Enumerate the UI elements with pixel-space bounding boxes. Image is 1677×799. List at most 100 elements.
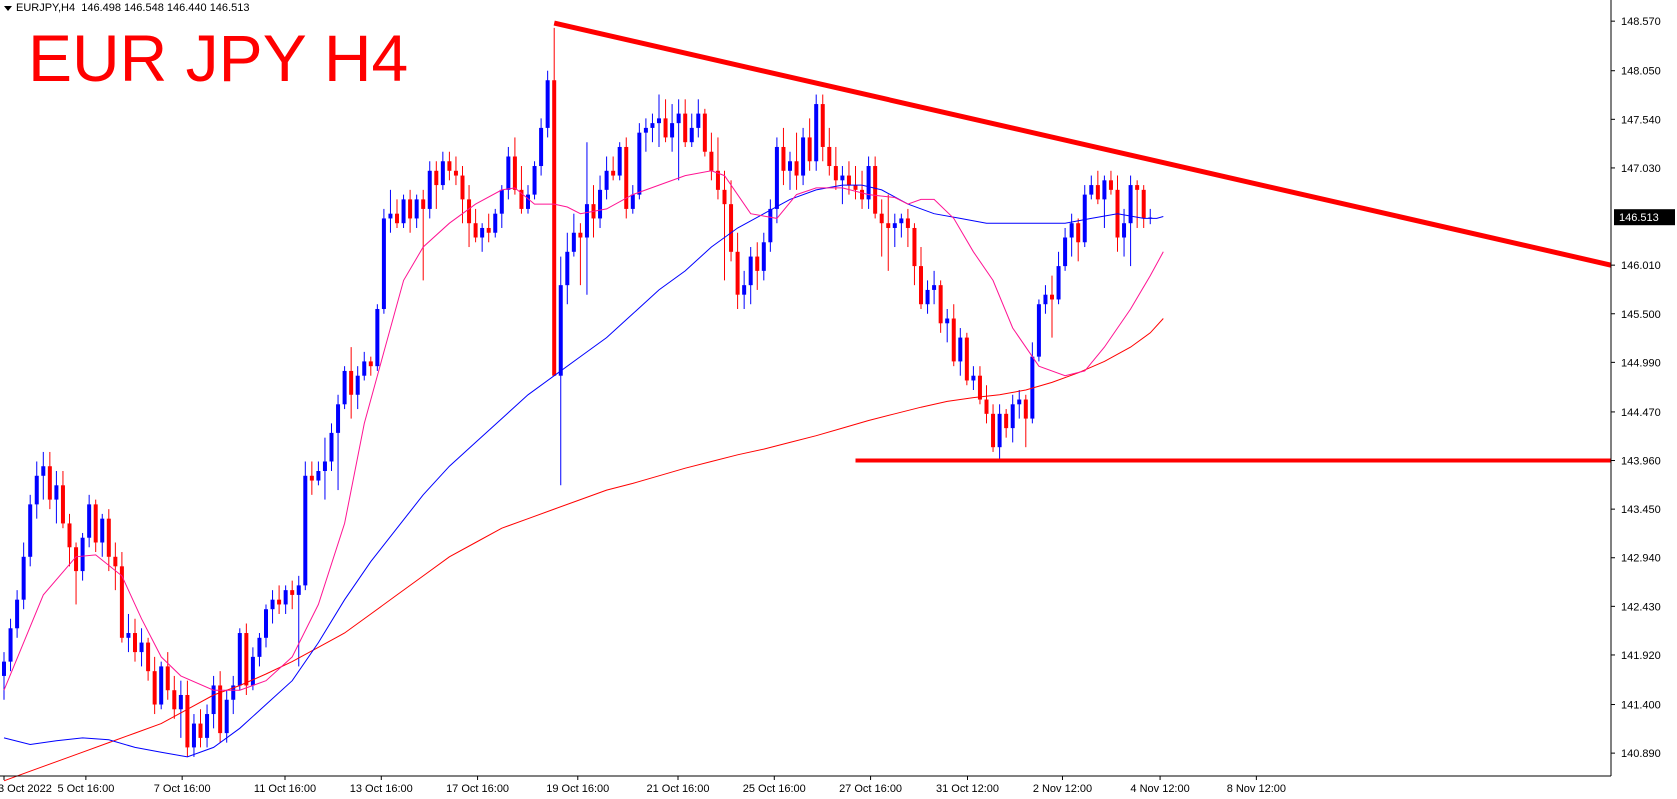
- y-tick-label: 141.920: [1621, 650, 1661, 662]
- candle-body: [198, 723, 203, 738]
- candle-body: [1056, 266, 1061, 300]
- candle-body: [165, 666, 170, 691]
- candle-body: [768, 208, 773, 243]
- candle-body: [729, 204, 734, 252]
- candle-body: [545, 80, 550, 128]
- candle-body: [421, 199, 426, 209]
- candle-body: [761, 242, 766, 271]
- candle-body: [47, 466, 52, 500]
- candle-body: [1128, 185, 1133, 224]
- candle-body: [984, 399, 989, 414]
- candle-body: [604, 170, 609, 190]
- candle-body: [349, 370, 354, 395]
- candle-body: [87, 504, 92, 538]
- candle-body: [709, 151, 714, 171]
- candle-body: [244, 633, 249, 686]
- candle-body: [1017, 399, 1022, 405]
- candle-body: [951, 318, 956, 362]
- candle-body: [814, 104, 819, 162]
- candle-body: [1089, 185, 1094, 195]
- y-tick-label: 141.400: [1621, 700, 1661, 712]
- ma-fast-line: [3, 170, 1164, 691]
- x-tick-label: 25 Oct 16:00: [743, 783, 806, 795]
- candle-body: [93, 504, 98, 543]
- candle-body: [401, 199, 406, 224]
- candle-body: [742, 285, 747, 295]
- candle-body: [945, 318, 950, 324]
- candle-body: [853, 185, 858, 190]
- candle-body: [74, 547, 79, 572]
- candle-body: [879, 213, 884, 224]
- x-tick-label: 17 Oct 16:00: [446, 783, 509, 795]
- candle-body: [971, 375, 976, 381]
- candle-body: [676, 113, 681, 124]
- candle-body: [899, 218, 904, 224]
- candle-body: [584, 204, 589, 238]
- x-tick-label: 3 Oct 2022: [0, 783, 52, 795]
- x-tick-label: 19 Oct 16:00: [546, 783, 609, 795]
- y-tick-label: 142.940: [1621, 553, 1661, 565]
- candle-body: [427, 170, 432, 209]
- y-tick-label: 147.030: [1621, 163, 1661, 175]
- ma-mid-line: [3, 184, 1164, 758]
- candle-body: [1036, 304, 1041, 357]
- candle-body: [558, 285, 563, 376]
- candle-body: [637, 132, 642, 195]
- candle-body: [2, 661, 6, 676]
- candle-body: [964, 337, 969, 381]
- candle-body: [67, 523, 72, 548]
- candle-body: [303, 475, 308, 586]
- candle-body: [296, 585, 301, 595]
- moving-averages-layer: [3, 170, 1164, 782]
- candle-body: [493, 213, 498, 233]
- x-tick-label: 31 Oct 12:00: [936, 783, 999, 795]
- candle-body: [486, 227, 491, 233]
- candle-body: [670, 123, 675, 138]
- candle-body: [250, 656, 255, 686]
- chart-header: EURJPY,H4 146.498 146.548 146.440 146.51…: [4, 2, 249, 14]
- candle-body: [480, 227, 485, 238]
- candle-body: [539, 127, 544, 167]
- candle-body: [152, 671, 157, 705]
- candle-body: [827, 146, 832, 167]
- candle-body: [172, 690, 177, 710]
- candle-body: [892, 223, 897, 228]
- candle-body: [381, 218, 386, 309]
- candle-body: [997, 413, 1002, 448]
- y-tick-label: 148.570: [1621, 16, 1661, 28]
- candle-body: [932, 285, 937, 290]
- dropdown-arrow-icon[interactable]: [4, 5, 12, 11]
- candle-body: [715, 170, 720, 190]
- candle-body: [139, 642, 144, 653]
- candle-body: [185, 694, 190, 748]
- x-tick-label: 21 Oct 16:00: [646, 783, 709, 795]
- candle-body: [231, 685, 236, 700]
- candle-body: [447, 161, 452, 171]
- candle-body: [1122, 223, 1127, 238]
- candle-body: [1135, 185, 1140, 190]
- candle-body: [801, 137, 806, 176]
- x-tick-label: 4 Nov 12:00: [1130, 783, 1189, 795]
- candle-body: [119, 566, 124, 638]
- candle-body: [526, 194, 530, 209]
- candle-body: [1076, 223, 1081, 243]
- candle-body: [191, 723, 196, 748]
- candle-body: [905, 218, 910, 228]
- candle-body: [388, 213, 393, 219]
- candle-body: [224, 699, 229, 734]
- candle-body: [368, 361, 373, 367]
- candle-body: [650, 123, 655, 128]
- candle-body: [807, 137, 812, 162]
- candle-body: [205, 714, 210, 738]
- candle-body: [1095, 185, 1100, 200]
- candle-body: [598, 189, 603, 219]
- candle-body: [991, 413, 996, 448]
- candle-body: [237, 633, 242, 686]
- y-tick-label: 144.990: [1621, 357, 1661, 369]
- candle-body: [774, 146, 779, 209]
- candle-body: [106, 518, 111, 557]
- candle-body: [624, 146, 629, 209]
- candle-body: [1069, 223, 1074, 238]
